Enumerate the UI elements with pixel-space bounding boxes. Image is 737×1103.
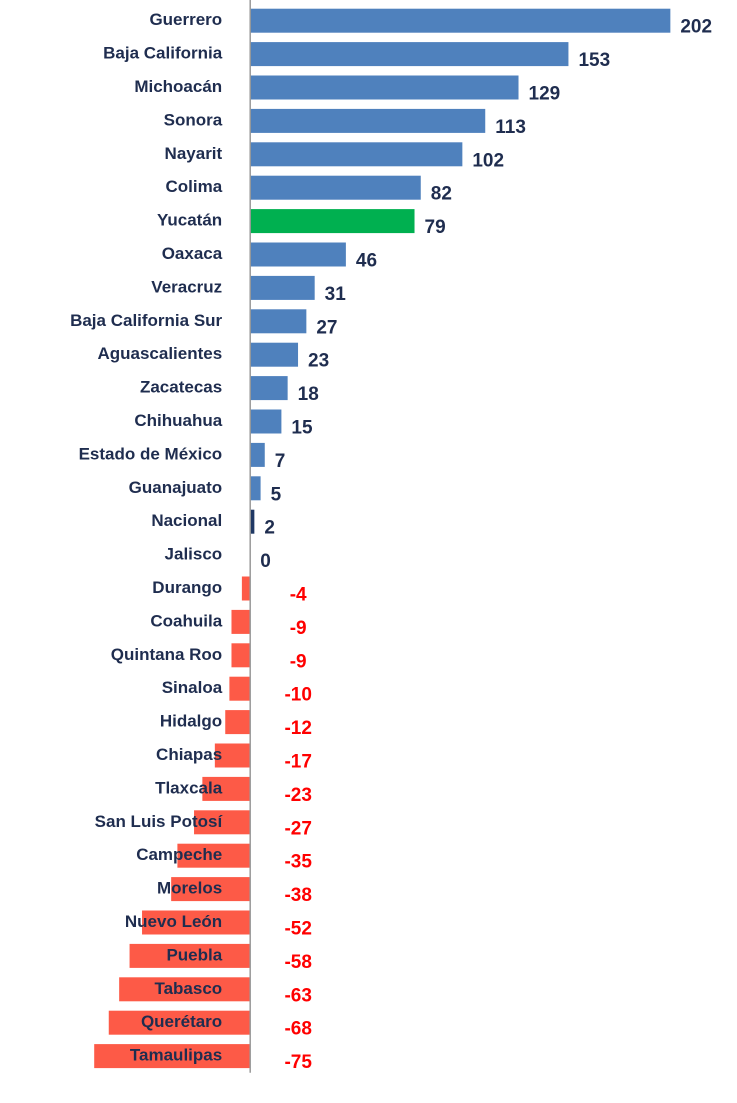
value-label: 102: [472, 150, 504, 171]
bar: [250, 309, 307, 334]
x-tick-label: Morelos: [157, 879, 222, 898]
value-label: -35: [284, 852, 312, 873]
value-label: -52: [284, 919, 311, 940]
bar: [250, 75, 519, 100]
value-label: -4: [290, 585, 307, 606]
bar: [229, 676, 251, 701]
x-tick-label: Tamaulipas: [130, 1046, 222, 1065]
value-label: 202: [680, 17, 712, 38]
x-tick-label: Nuevo León: [125, 912, 222, 931]
x-tick-label: Sonora: [164, 110, 223, 129]
x-tick-label: Yucatán: [157, 211, 222, 230]
value-label: 0: [260, 551, 271, 572]
value-label: 79: [425, 217, 446, 238]
bar: [250, 42, 569, 67]
value-label: -38: [284, 885, 311, 906]
bar: [171, 877, 251, 902]
x-tick-label: Nayarit: [165, 144, 223, 163]
x-tick-label: Chiapas: [156, 745, 222, 764]
value-label: -12: [284, 718, 311, 739]
x-tick-label: Jalisco: [165, 545, 223, 564]
bar: [202, 776, 251, 801]
x-tick-label: San Luis Potosí: [95, 812, 224, 831]
bar: [250, 476, 261, 501]
value-label: -23: [284, 785, 311, 806]
x-tick-label: Tabasco: [154, 979, 222, 998]
x-tick-label: Querétaro: [141, 1012, 222, 1031]
value-label: 18: [298, 384, 319, 405]
bar: [250, 376, 288, 401]
bar: [142, 910, 251, 935]
bar: [225, 710, 251, 735]
x-tick-label: Oaxaca: [162, 244, 223, 263]
bar: [241, 576, 251, 601]
bar: [250, 342, 299, 367]
bar: [250, 8, 671, 33]
bar: [250, 409, 282, 434]
x-tick-label: Guerrero: [149, 10, 222, 29]
value-label: -9: [290, 651, 307, 672]
x-tick-label: Tlaxcala: [155, 778, 223, 797]
bar: [119, 977, 251, 1002]
value-label: 15: [291, 418, 313, 439]
x-tick-label: Coahuila: [150, 611, 222, 630]
bar: [250, 142, 463, 167]
value-label: 5: [271, 484, 282, 505]
bar: [250, 108, 486, 133]
value-label: 2: [264, 518, 275, 539]
value-label: 31: [325, 284, 347, 305]
x-tick-label: Campeche: [136, 845, 222, 864]
x-tick-label: Nacional: [151, 511, 222, 530]
x-tick-label: Aguascalientes: [97, 344, 222, 363]
bar: [250, 275, 315, 300]
bar: [250, 175, 421, 200]
x-tick-label: Baja California Sur: [70, 311, 222, 330]
x-tick-label: Guanajuato: [129, 478, 223, 497]
bar: [194, 810, 251, 835]
value-label: 82: [431, 184, 452, 205]
x-tick-label: Veracruz: [151, 277, 222, 296]
value-label: 129: [529, 84, 561, 105]
x-tick-label: Estado de México: [79, 444, 223, 463]
value-label: 46: [356, 251, 377, 272]
bar: [214, 743, 251, 768]
bar: [177, 843, 251, 868]
bar: [250, 242, 346, 267]
value-label: 23: [308, 351, 329, 372]
x-tick-label: Chihuahua: [134, 411, 222, 430]
x-tick-label: Durango: [152, 578, 222, 597]
x-tick-label: Colima: [166, 177, 223, 196]
bar: [250, 442, 265, 467]
value-label: -10: [284, 685, 311, 706]
value-label: -75: [284, 1052, 312, 1073]
x-tick-label: Baja California: [103, 44, 223, 63]
value-label: 153: [578, 50, 610, 71]
value-label: 27: [316, 317, 337, 338]
x-tick-label: Zacatecas: [140, 378, 222, 397]
value-label: -9: [290, 618, 307, 639]
bar: [129, 943, 251, 968]
value-label: 113: [495, 117, 526, 138]
value-label: -17: [284, 752, 311, 773]
bar: [94, 1044, 251, 1069]
x-tick-label: Sinaloa: [162, 678, 223, 697]
bar: [250, 209, 415, 234]
x-tick-label: Puebla: [166, 945, 222, 964]
x-tick-label: Hidalgo: [160, 712, 222, 731]
value-label: 7: [275, 451, 286, 472]
bar: [250, 509, 255, 534]
x-tick-label: Quintana Roo: [111, 645, 222, 664]
value-label: -27: [284, 818, 311, 839]
bar: [231, 643, 251, 668]
value-label: -68: [284, 1019, 311, 1040]
value-label: -58: [284, 952, 311, 973]
x-tick-label: Michoacán: [134, 77, 222, 96]
bar: [231, 609, 251, 634]
value-label: -63: [284, 985, 311, 1006]
bar: [108, 1010, 251, 1035]
